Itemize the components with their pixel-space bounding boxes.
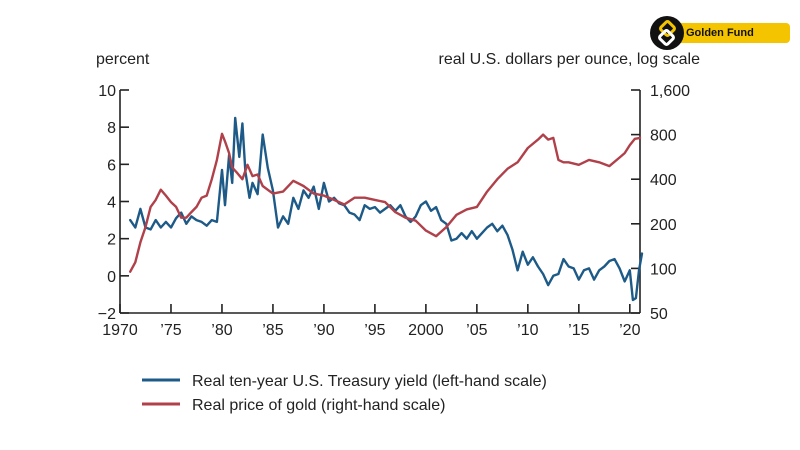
left-tick-label: −2 <box>98 306 116 323</box>
golden-fund-logo-icon <box>650 16 684 50</box>
x-tick-label: ’20 <box>619 322 640 339</box>
series-layer <box>128 116 644 302</box>
left-tick-label: 4 <box>107 195 116 212</box>
left-tick-label: 10 <box>98 83 116 100</box>
right-tick-label: 800 <box>650 128 677 145</box>
x-tick-label: ’10 <box>517 322 538 339</box>
x-tick-label: ’75 <box>160 322 181 339</box>
axes: percent real U.S. dollars per ounce, log … <box>96 51 700 339</box>
left-tick-label: 2 <box>107 232 116 249</box>
x-tick-label: ’80 <box>211 322 232 339</box>
x-tick-label: ’95 <box>364 322 385 339</box>
legend: Real ten-year U.S. Treasury yield (left-… <box>142 373 547 414</box>
left-tick-label: 8 <box>107 120 116 137</box>
x-tick-label: ’15 <box>568 322 589 339</box>
treasury-yield-line <box>128 116 644 302</box>
x-tick-label: ’85 <box>262 322 283 339</box>
right-tick-label: 50 <box>650 306 668 323</box>
right-tick-label: 200 <box>650 217 677 234</box>
legend-label-gold: Real price of gold (right-hand scale) <box>192 397 445 414</box>
left-tick-label: 0 <box>107 269 116 286</box>
gold-price-line <box>128 132 642 273</box>
x-tick-label: 2000 <box>408 322 444 339</box>
brand-pill <box>674 23 790 43</box>
left-tick-label: 6 <box>107 157 116 174</box>
right-tick-label: 1,600 <box>650 83 690 100</box>
x-tick-label: 1970 <box>102 322 138 339</box>
left-axis-label: percent <box>96 51 150 68</box>
legend-label-treasury: Real ten-year U.S. Treasury yield (left-… <box>192 373 547 390</box>
right-tick-label: 400 <box>650 172 677 189</box>
x-tick-label: ’05 <box>466 322 487 339</box>
x-tick-label: ’90 <box>313 322 334 339</box>
right-axis-label: real U.S. dollars per ounce, log scale <box>439 51 701 68</box>
brand-name: Golden Fund <box>686 27 754 39</box>
golden-fund-badge: Golden Fund <box>650 16 790 50</box>
right-tick-label: 100 <box>650 261 677 278</box>
